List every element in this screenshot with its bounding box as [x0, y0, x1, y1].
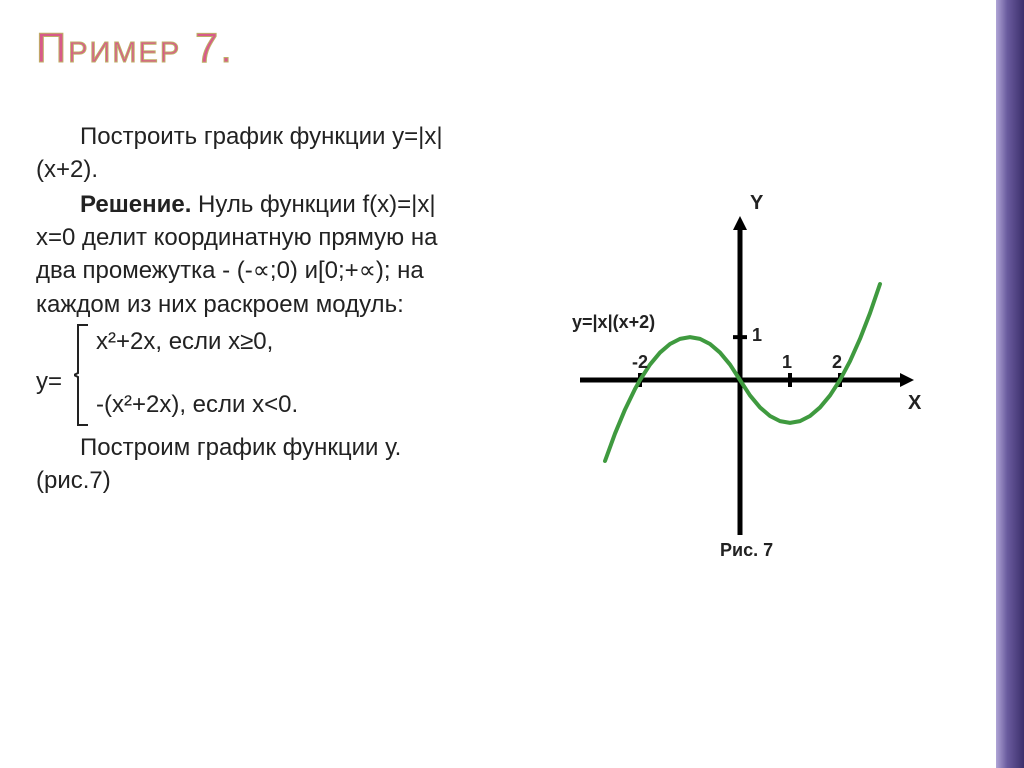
- axis-label-y: Y: [750, 192, 763, 215]
- closing-line: Построим график функции у.(рис.7): [36, 431, 476, 497]
- piecewise-row-2: -(х²+2х), если х<0.: [96, 388, 476, 421]
- piecewise-definition: у= х²+2х, если х≥0, -(х²+2х), если х<0.: [36, 325, 476, 421]
- tick-label-x: 1: [782, 352, 792, 373]
- chart-svg: [550, 200, 930, 560]
- tick-label-x: -2: [632, 352, 648, 373]
- slide-title: Пример 7.: [36, 24, 234, 72]
- problem-statement: Построить график функции у=|х|(х+2).: [36, 120, 476, 186]
- solution-paragraph: Решение. Нуль функции f(х)=|х| х=0 делит…: [36, 188, 476, 320]
- body-text: Построить график функции у=|х|(х+2). Реш…: [36, 120, 476, 499]
- brace-icon: [74, 323, 94, 427]
- tick-label-x: 2: [832, 352, 842, 373]
- figure-caption: Рис. 7: [720, 540, 773, 561]
- piecewise-row-1: х²+2х, если х≥0,: [96, 325, 476, 358]
- function-graph: Y X y=|x|(x+2) Рис. 7 -2121: [550, 200, 930, 560]
- piecewise-y-equals: у=: [36, 365, 62, 398]
- tick-label-y: 1: [752, 325, 762, 346]
- vertical-accent-bar: [996, 0, 1024, 768]
- solution-label: Решение.: [80, 191, 191, 218]
- axis-label-x: X: [908, 392, 921, 415]
- equation-label: y=|x|(x+2): [572, 312, 655, 333]
